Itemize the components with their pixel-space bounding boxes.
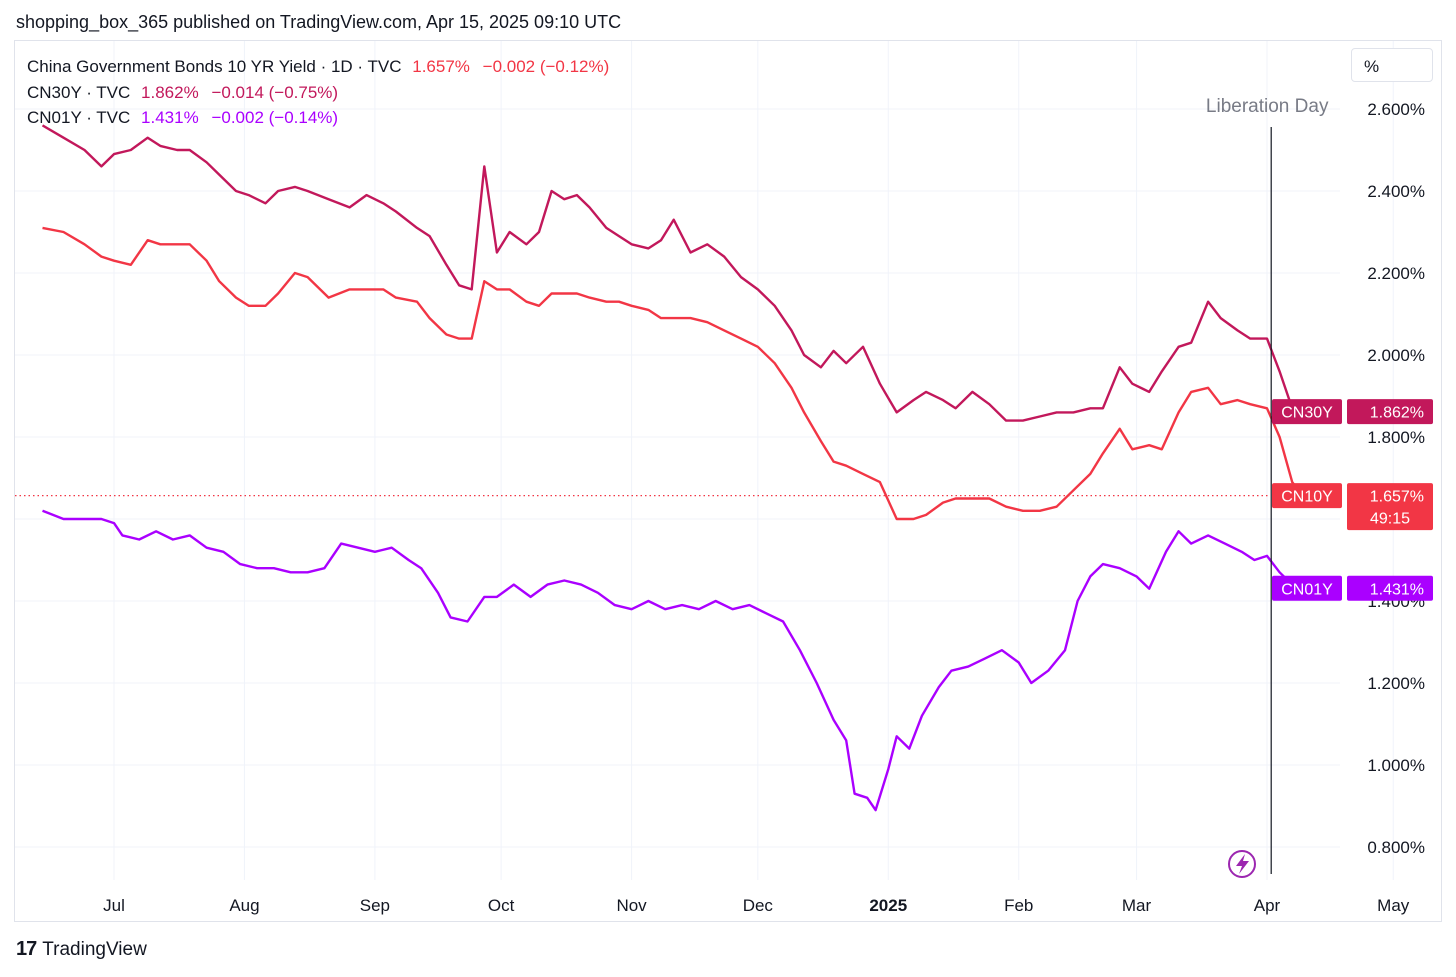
x-tick-label: Apr — [1254, 896, 1281, 915]
y-tick-label: 0.800% — [1367, 838, 1425, 857]
footer: 17 TradingView — [16, 938, 147, 961]
x-tick-label: Nov — [616, 896, 647, 915]
x-tick-label: Jul — [103, 896, 125, 915]
grid — [15, 41, 1394, 880]
price-tags: CN30Y 1.862% CN10Y 1.657% 49:15 CN01Y 1.431% — [1272, 399, 1433, 601]
series-line-cn01y — [42, 509, 1322, 812]
chart-frame — [14, 40, 1442, 922]
tag-name-box — [1272, 575, 1342, 601]
x-tick-label: Dec — [743, 896, 774, 915]
tag-countdown: 49:15 — [1370, 511, 1410, 528]
tradingview-logo-icon[interactable]: 17 — [16, 938, 37, 960]
flash-icon[interactable] — [1228, 850, 1256, 878]
event-marker: Liberation Day — [1206, 96, 1329, 874]
tag-value: 1.862% — [1370, 405, 1424, 422]
event-label: Liberation Day — [1206, 96, 1329, 117]
y-tick-label: 1.000% — [1367, 756, 1425, 775]
y-axis: 2.600%2.400%2.200%2.000%1.800%1.400%1.20… — [1367, 100, 1425, 857]
y-tick-label: 1.800% — [1367, 428, 1425, 447]
series-lines — [41, 124, 1326, 812]
legend-row-cn10y[interactable]: China Government Bonds 10 YR Yield · 1D … — [27, 54, 617, 80]
legend-value: 1.657% — [412, 57, 470, 76]
publisher-line: shopping_box_365 published on TradingVie… — [16, 12, 622, 32]
y-tick-label: 2.600% — [1367, 100, 1425, 119]
tag-value: 1.431% — [1370, 581, 1424, 598]
tag-name: CN10Y — [1281, 489, 1333, 506]
series-line-cn10y — [42, 226, 1322, 521]
tag-value: 1.657% — [1370, 489, 1424, 506]
legend-label: CN30Y · TVC — [27, 82, 131, 102]
x-tick-label: Feb — [1004, 896, 1033, 915]
legend-value: 1.431% — [141, 108, 199, 127]
y-tick-label: 2.400% — [1367, 182, 1425, 201]
legend-change: −0.014 (−0.75%) — [211, 82, 339, 102]
tag-value-box — [1347, 399, 1433, 425]
legend-row-cn01y[interactable]: CN01Y · TVC 1.431% −0.002 (−0.14%) — [27, 105, 617, 131]
x-tick-label: May — [1377, 896, 1410, 915]
legend-change: −0.002 (−0.14%) — [211, 108, 339, 127]
legend-label: China Government Bonds 10 YR Yield · 1D … — [27, 57, 402, 76]
x-axis: Jul Aug Sep Oct Nov Dec 2025 Feb Mar Apr May — [103, 896, 1410, 915]
x-tick-label: Sep — [360, 896, 390, 915]
tag-name: CN30Y — [1281, 405, 1333, 422]
x-tick-label: Aug — [229, 896, 259, 915]
legend: China Government Bonds 10 YR Yield · 1D … — [27, 54, 617, 131]
tag-value-box — [1347, 575, 1433, 601]
x-tick-label: 2025 — [869, 896, 907, 915]
tag-name-box — [1272, 399, 1342, 425]
y-tick-label: 2.000% — [1367, 346, 1425, 365]
x-tick-label: Mar — [1122, 896, 1152, 915]
brand-name[interactable]: TradingView — [42, 938, 147, 960]
tag-name: CN01Y — [1281, 581, 1333, 598]
legend-value: 1.862% — [141, 82, 199, 102]
legend-change: −0.002 (−0.12%) — [482, 57, 610, 76]
tag-name-box — [1272, 483, 1342, 509]
x-tick-label: Oct — [488, 896, 515, 915]
y-tick-label: 2.200% — [1367, 264, 1425, 283]
y-tick-label: 1.200% — [1367, 674, 1425, 693]
series-line-cn30y — [41, 124, 1322, 422]
tag-value-box — [1347, 483, 1433, 531]
legend-label: CN01Y · TVC — [27, 108, 131, 127]
legend-row-cn30y[interactable]: CN30Y · TVC 1.862% −0.014 (−0.75%) — [27, 80, 617, 106]
percent-scale-button[interactable]: % — [1351, 48, 1433, 82]
